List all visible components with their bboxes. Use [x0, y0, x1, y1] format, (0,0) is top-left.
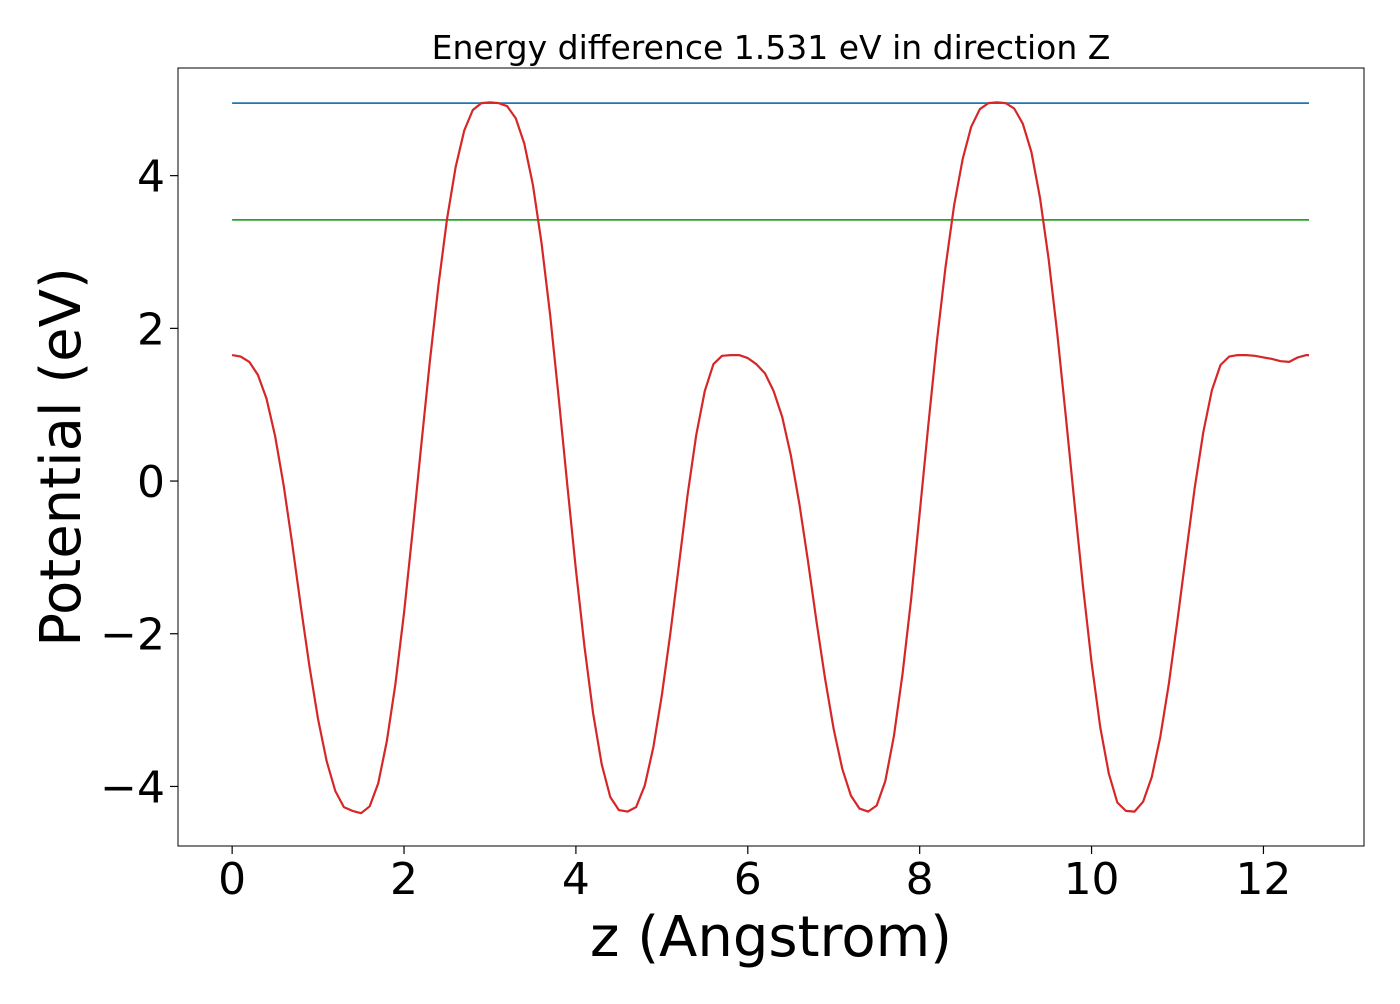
x-tick-label: 0	[218, 854, 246, 905]
x-axis-label: z (Angstrom)	[590, 905, 952, 970]
series-layer	[231, 101, 1309, 815]
y-tick-label: 2	[137, 304, 165, 355]
x-axis: 0 2 4 6 8 10 12	[218, 846, 1291, 905]
x-tick-label: 6	[734, 854, 762, 905]
y-tick-label: 4	[137, 152, 165, 203]
y-tick-label: 0	[137, 457, 165, 508]
chart-title: Energy difference 1.531 eV in direction …	[432, 28, 1111, 67]
x-tick-label: 4	[562, 854, 590, 905]
plot-frame	[177, 67, 1365, 847]
y-tick-label: −4	[100, 762, 165, 813]
y-tick-label: −2	[100, 610, 165, 661]
x-tick-label: 8	[906, 854, 934, 905]
series-line-3	[231, 101, 1309, 815]
x-tick-label: 10	[1064, 854, 1120, 905]
x-tick-label: 2	[390, 854, 418, 905]
y-axis: −4 −2 0 2 4	[100, 152, 178, 813]
y-axis-label: Potential (eV)	[29, 267, 94, 647]
x-tick-label: 12	[1235, 854, 1291, 905]
